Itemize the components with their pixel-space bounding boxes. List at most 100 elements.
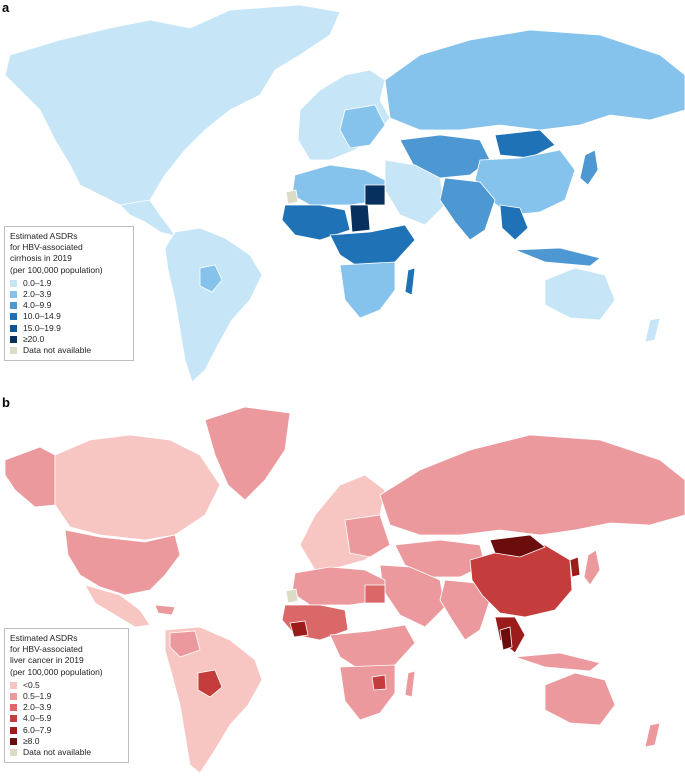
legend-swatch xyxy=(10,704,17,712)
legend-item: 6.0–7.9 xyxy=(10,725,122,736)
legend-swatch xyxy=(10,347,17,355)
legend-label: 10.0–14.9 xyxy=(23,311,61,322)
legend-label: 0.0–1.9 xyxy=(23,277,52,288)
legend-title: Estimated ASDRs for HBV-associated cirrh… xyxy=(10,231,127,276)
region-central-africa xyxy=(329,224,416,269)
legend-title-line: (per 100,000 population) xyxy=(10,666,103,677)
cirrhosis-world-map xyxy=(4,4,685,383)
legend-item: 10.0–14.9 xyxy=(10,311,127,322)
region-zimbabwe xyxy=(371,674,387,691)
legend-swatch xyxy=(10,302,17,310)
map-panel-b: b Estimated ASDRs for HBV-associated liv… xyxy=(0,395,685,779)
region-eastern-europe xyxy=(339,104,386,149)
liver-cancer-world-map xyxy=(4,406,685,774)
region-south-asia xyxy=(439,177,496,241)
legend-label: 4.0–5.9 xyxy=(23,713,52,724)
region-alaska xyxy=(4,446,56,508)
region-egypt xyxy=(364,584,386,604)
region-canada xyxy=(54,434,221,541)
legend-item: 2.0–3.9 xyxy=(10,702,122,713)
legend-label: 6.0–7.9 xyxy=(23,724,52,735)
legend-item: ≥20.0 xyxy=(10,334,127,345)
legend-swatch xyxy=(10,324,17,332)
legend-label: Data not available xyxy=(23,746,92,757)
region-bolivia xyxy=(197,669,223,698)
region-western-sahara xyxy=(285,588,299,604)
region-japan xyxy=(583,549,601,586)
legend-swatch xyxy=(10,313,17,321)
panel-b-label: b xyxy=(2,395,10,410)
region-middle-east xyxy=(379,564,446,628)
cirrhosis-legend: Estimated ASDRs for HBV-associated cirrh… xyxy=(4,226,134,362)
legend-item: ≥8.0 xyxy=(10,736,122,747)
region-western-sahara xyxy=(285,189,299,205)
legend-label: 4.0–9.9 xyxy=(23,300,52,311)
legend-item: Data not available xyxy=(10,747,122,758)
region-southern-africa xyxy=(339,261,396,319)
legend-title-line: for HBV-associated xyxy=(10,242,83,253)
region-mexico xyxy=(84,584,151,628)
region-australia xyxy=(544,672,616,726)
legend-swatch xyxy=(10,737,17,745)
region-mongolia xyxy=(494,129,556,159)
region-chad xyxy=(349,204,371,233)
region-mongolia xyxy=(489,534,546,558)
region-south-america xyxy=(164,626,263,774)
legend-title-line: for HBV-associated xyxy=(10,644,83,655)
legend-item: Data not available xyxy=(10,345,127,356)
region-greenland xyxy=(204,406,291,501)
legend-item: 15.0–19.9 xyxy=(10,323,127,334)
region-colombia xyxy=(169,630,201,658)
region-indonesia xyxy=(514,652,601,672)
legend-item: <0.5 xyxy=(10,680,122,691)
legend-title: Estimated ASDRs for HBV-associated liver… xyxy=(10,633,122,678)
region-southeast-asia xyxy=(499,204,529,241)
legend-swatch xyxy=(10,726,17,734)
region-eastern-europe xyxy=(344,514,391,558)
region-thailand xyxy=(499,626,513,651)
region-indonesia xyxy=(514,247,601,267)
legend-title-line: cirrhosis in 2019 xyxy=(10,253,72,264)
region-south-america xyxy=(164,227,263,383)
legend-swatch xyxy=(10,749,17,757)
legend-label: ≥8.0 xyxy=(23,735,40,746)
region-egypt xyxy=(364,184,386,206)
region-madagascar xyxy=(404,670,416,698)
legend-title-line: liver cancer in 2019 xyxy=(10,655,84,666)
region-new-zealand xyxy=(644,317,661,343)
region-madagascar xyxy=(404,267,416,296)
legend-item: 0.5–1.9 xyxy=(10,691,122,702)
region-southern-africa xyxy=(339,664,396,721)
panel-a-label: a xyxy=(2,0,10,15)
legend-label: ≥20.0 xyxy=(23,333,45,344)
legend-item: 4.0–9.9 xyxy=(10,300,127,311)
region-usa xyxy=(64,529,181,596)
legend-swatch xyxy=(10,681,17,689)
region-middle-east xyxy=(384,159,446,226)
region-new-zealand xyxy=(644,722,661,748)
legend-label: 2.0–3.9 xyxy=(23,702,52,713)
region-north-america xyxy=(4,4,341,216)
region-guinea xyxy=(289,620,309,638)
legend-title-line: Estimated ASDRs xyxy=(10,231,78,241)
legend-label: 15.0–19.9 xyxy=(23,322,61,333)
region-russia xyxy=(379,434,685,536)
region-bolivia xyxy=(199,264,223,293)
legend-swatch xyxy=(10,291,17,299)
region-korea xyxy=(569,556,581,578)
region-japan xyxy=(579,149,599,186)
legend-label: <0.5 xyxy=(23,679,40,690)
region-russia xyxy=(384,29,685,131)
region-australia xyxy=(544,267,616,321)
legend-swatch xyxy=(10,335,17,343)
legend-title-line: Estimated ASDRs xyxy=(10,633,78,643)
legend-item: 4.0–5.9 xyxy=(10,713,122,724)
legend-label: 0.5–1.9 xyxy=(23,691,52,701)
legend-title-line: (per 100,000 population) xyxy=(10,264,103,275)
legend-swatch xyxy=(10,715,17,723)
legend-label: Data not available xyxy=(23,344,92,355)
legend-label: 2.0–3.9 xyxy=(23,289,52,299)
region-caribbean xyxy=(154,604,176,616)
legend-item: 2.0–3.9 xyxy=(10,289,127,300)
legend-swatch xyxy=(10,279,17,287)
